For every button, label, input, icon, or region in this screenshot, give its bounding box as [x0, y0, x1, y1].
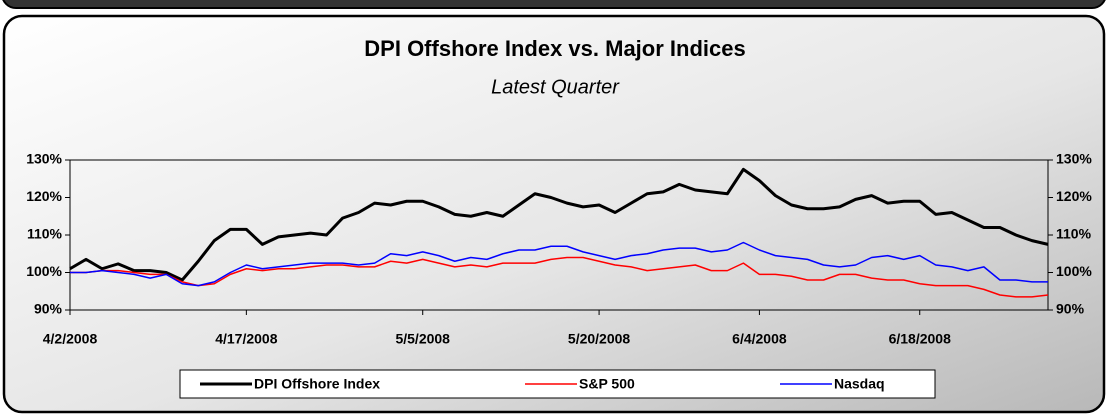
- x-tick-label: 4/17/2008: [215, 331, 277, 347]
- y-tick-label: 120%: [26, 188, 62, 204]
- legend-label: DPI Offshore Index: [254, 376, 380, 392]
- legend-label: S&P 500: [579, 376, 635, 392]
- x-tick-label: 4/2/2008: [43, 331, 98, 347]
- chart-subtitle: Latest Quarter: [491, 76, 620, 98]
- y-tick-label: 100%: [26, 263, 62, 279]
- legend-label: Nasdaq: [834, 376, 885, 392]
- chart-frame: [2, 14, 1106, 414]
- y-tick-label: 130%: [26, 151, 62, 167]
- x-tick-label: 6/4/2008: [732, 331, 787, 347]
- y2-tick-label: 110%: [1056, 226, 1092, 242]
- top-panel: [2, 0, 1106, 9]
- x-tick-label: 5/5/2008: [395, 331, 450, 347]
- y2-tick-label: 120%: [1056, 188, 1092, 204]
- chart-title: DPI Offshore Index vs. Major Indices: [364, 36, 745, 61]
- x-tick-label: 5/20/2008: [568, 331, 630, 347]
- y-tick-label: 90%: [34, 301, 63, 317]
- x-tick-label: 6/18/2008: [889, 331, 951, 347]
- series-line: [70, 256, 1049, 298]
- y2-tick-label: 90%: [1056, 301, 1085, 317]
- series-line: [70, 241, 1048, 287]
- y-tick-label: 110%: [27, 226, 63, 242]
- y2-tick-label: 130%: [1056, 151, 1092, 167]
- series-line: [69, 167, 1049, 282]
- y2-tick-label: 100%: [1056, 263, 1092, 279]
